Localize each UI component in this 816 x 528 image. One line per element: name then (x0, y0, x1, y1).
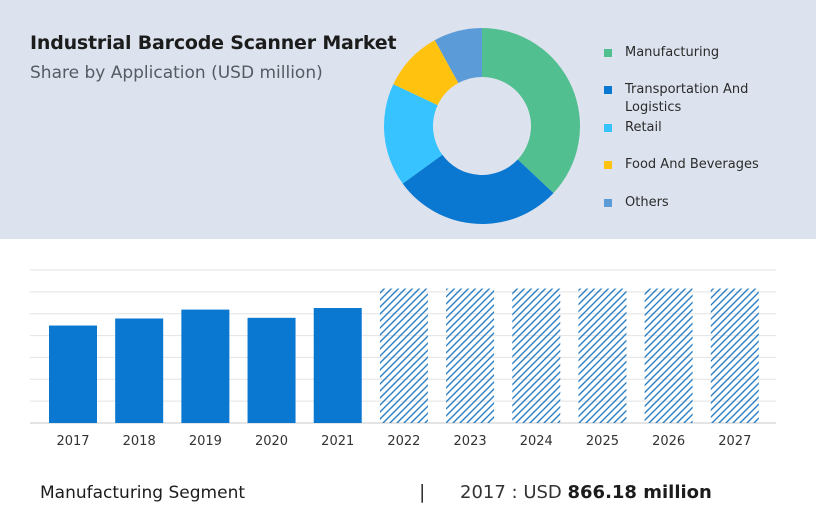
x-tick-2019: 2019 (189, 434, 222, 449)
x-tick-2018: 2018 (123, 434, 156, 449)
donut-slice-retail (384, 84, 443, 184)
bar-2017 (49, 325, 97, 423)
donut-slice-others (434, 28, 482, 84)
bar-2024 (512, 288, 561, 423)
x-tick-2027: 2027 (718, 434, 751, 449)
bar-2018 (115, 318, 164, 423)
footer-year-prefix: 2017 : USD (460, 482, 568, 503)
legend-label: Transportation And Logistics (625, 82, 749, 115)
x-tick-2025: 2025 (586, 434, 619, 449)
footer-value-amount: 866.18 million (567, 482, 712, 503)
bar-2027 (710, 288, 759, 423)
footer-separator: | (419, 481, 426, 503)
bar-2023 (446, 288, 495, 423)
legend-label: Food And Beverages (625, 157, 759, 172)
legend-swatch (604, 161, 612, 169)
donut-slice-manufacturing (482, 28, 580, 194)
x-tick-2020: 2020 (255, 434, 288, 449)
chart-subtitle: Share by Application (USD million) (30, 63, 323, 83)
bar-2019 (181, 309, 230, 423)
legend-label: Manufacturing (625, 45, 720, 60)
bar-2021 (313, 308, 362, 423)
donut-chart (384, 28, 580, 224)
bar-2025 (578, 288, 627, 423)
bar-2020 (247, 317, 296, 423)
legend-label: Others (625, 195, 669, 210)
x-tick-2022: 2022 (387, 434, 420, 449)
footer-segment: Manufacturing Segment (40, 483, 246, 503)
legend-swatch (604, 124, 612, 132)
x-tick-2021: 2021 (321, 434, 354, 449)
legend-swatch (604, 49, 612, 57)
bar-2026 (644, 288, 693, 423)
x-tick-labels: 2017 2018 2019 2020 2021 2022 2023 2024 2025 2026… (56, 434, 751, 449)
legend-swatch (604, 86, 612, 94)
bar-chart: 2017 2018 2019 2020 2021 2022 2023 2024 2025 2026… (30, 269, 776, 449)
chart-title: Industrial Barcode Scanner Market (30, 32, 397, 54)
x-tick-2017: 2017 (56, 434, 89, 449)
x-tick-2026: 2026 (652, 434, 685, 449)
donut-slice-transportation-and-logistics (402, 154, 554, 224)
legend-swatch (604, 199, 612, 207)
bar-2022 (379, 288, 428, 423)
bars (49, 288, 759, 423)
legend-label: Retail (625, 120, 662, 135)
donut-slice-food-and-beverages (393, 40, 459, 106)
x-tick-2024: 2024 (520, 434, 553, 449)
x-tick-2023: 2023 (454, 434, 487, 449)
footer-value: 2017 : USD 866.18 million (460, 482, 712, 503)
